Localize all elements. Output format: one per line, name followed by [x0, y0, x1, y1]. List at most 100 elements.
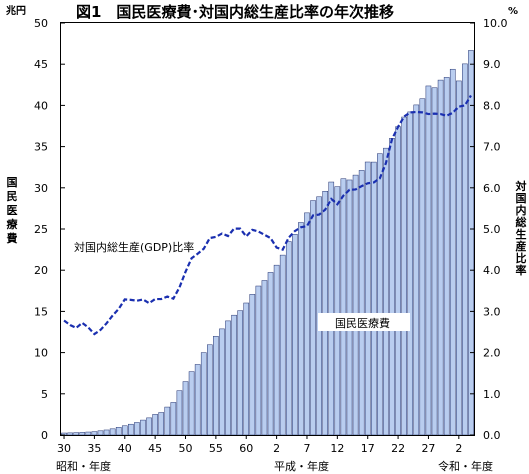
bar-S44 — [146, 417, 152, 436]
bar-H18 — [370, 161, 377, 436]
bar-H12 — [334, 186, 341, 436]
x-tick-label: 12 — [330, 442, 344, 455]
bar-S48 — [170, 402, 177, 436]
bar-S49 — [176, 390, 183, 436]
left-tick-label: 25 — [34, 223, 48, 236]
axis-label-char: 総 — [516, 215, 527, 229]
bar-H14 — [346, 179, 353, 436]
x-tick-label: 2 — [455, 442, 462, 455]
bar-S55 — [213, 336, 219, 436]
bar-R1 — [449, 68, 456, 436]
bar-H8 — [310, 200, 316, 436]
right-tick-label: 6.0 — [483, 182, 501, 195]
ratio-line — [63, 94, 472, 336]
bar-S36 — [97, 430, 104, 436]
right-tick-label: 4.0 — [483, 264, 501, 277]
bar-S54 — [207, 344, 213, 436]
chart-title: 図1 国民医療費･対国内総生産比率の年次推移 — [76, 3, 394, 21]
bar-R4 — [468, 50, 474, 436]
bar-S40 — [121, 425, 128, 436]
axis-label-char: 生 — [516, 227, 527, 241]
axis-label-char: 国 — [516, 192, 527, 205]
bar-H23 — [401, 116, 407, 436]
bar-S57 — [225, 320, 231, 436]
bar-R3 — [462, 63, 468, 436]
x-tick-label: 45 — [148, 442, 162, 455]
axis-label-char: 対 — [515, 179, 527, 193]
bar-H7 — [304, 212, 310, 436]
bar-H6 — [298, 222, 304, 436]
bar-S53 — [200, 352, 207, 436]
axis-label-char: 療 — [7, 217, 19, 231]
bar-H28 — [431, 87, 438, 436]
bar-H4 — [285, 241, 292, 436]
bar-H22 — [395, 126, 401, 436]
right-axis-label: 対国内総生産比率 — [515, 179, 527, 277]
bar-S56 — [219, 328, 225, 436]
bar-series — [61, 50, 474, 436]
bar-H3 — [279, 254, 286, 436]
bar-S39 — [115, 427, 122, 436]
left-tick-label: 35 — [34, 141, 48, 154]
axis-label-char: 費 — [6, 231, 18, 245]
bar-annotation: 国民医療費 — [318, 313, 410, 331]
x-tick-label: 35 — [87, 442, 101, 455]
x-tick-label: 17 — [361, 442, 375, 455]
bar-S43 — [140, 419, 146, 436]
bar-H25 — [413, 104, 420, 436]
bar-H21 — [389, 138, 395, 436]
bar-S59 — [237, 310, 243, 436]
left-tick-label: 30 — [34, 182, 48, 195]
bar-S33 — [79, 432, 86, 436]
left-axis-unit: 兆円 — [6, 4, 26, 17]
bar-H20 — [383, 147, 389, 436]
bar-H2 — [273, 264, 280, 436]
bar-S45 — [152, 414, 158, 436]
bar-H11 — [328, 181, 335, 436]
era-label-reiwa: 令和・年度 — [438, 459, 493, 473]
bar-S62 — [255, 285, 262, 436]
bar-H16 — [358, 170, 365, 436]
left-axis-label: 国民医療費 — [6, 176, 19, 245]
axis-label-char: 内 — [516, 203, 527, 217]
bar-S63 — [261, 280, 268, 436]
bar-H26 — [419, 98, 426, 436]
x-tick-label: 40 — [118, 442, 132, 455]
right-tick-label: 1.0 — [483, 388, 501, 401]
bar-S37 — [103, 429, 110, 436]
bar-H29 — [437, 79, 444, 436]
right-tick-label: 5.0 — [483, 223, 501, 236]
bar-H24 — [407, 111, 414, 436]
left-tick-label: 10 — [34, 347, 48, 360]
left-tick-label: 0 — [41, 429, 48, 442]
right-tick-label: 10.0 — [483, 17, 508, 30]
line-annotation: 対国内総生産(GDP)比率 — [70, 238, 194, 255]
bar-S60 — [243, 302, 250, 436]
era-label-showa: 昭和・年度 — [56, 459, 111, 473]
bar-S31 — [67, 432, 73, 436]
bar-S61 — [249, 294, 256, 436]
x-tick-label: 55 — [209, 442, 223, 455]
axis-label-char: 医 — [7, 204, 18, 217]
bar-S32 — [73, 432, 79, 436]
right-axis-unit: % — [508, 6, 518, 17]
bar-S52 — [194, 364, 201, 436]
right-tick-label: 8.0 — [483, 99, 501, 112]
bar-S42 — [134, 422, 140, 436]
left-axis-ticks: 0 5 10 15 20 25 30 35 40 45 50 — [34, 17, 65, 442]
bar-H15 — [352, 174, 359, 436]
right-tick-label: 7.0 — [483, 141, 501, 154]
axis-label-char: 国 — [7, 176, 18, 189]
x-tick-label: 27 — [421, 442, 435, 455]
axis-label-char: 民 — [7, 190, 18, 203]
bar-S50 — [182, 381, 189, 436]
left-tick-label: 20 — [34, 264, 48, 277]
axis-label-char: 比 — [516, 251, 527, 265]
bar-S34 — [85, 431, 92, 436]
left-tick-label: 5 — [41, 388, 48, 401]
right-tick-label: 0.0 — [483, 429, 501, 442]
x-tick-label: 2 — [273, 442, 280, 455]
bar-H13 — [340, 178, 347, 436]
bar-S41 — [128, 423, 134, 436]
